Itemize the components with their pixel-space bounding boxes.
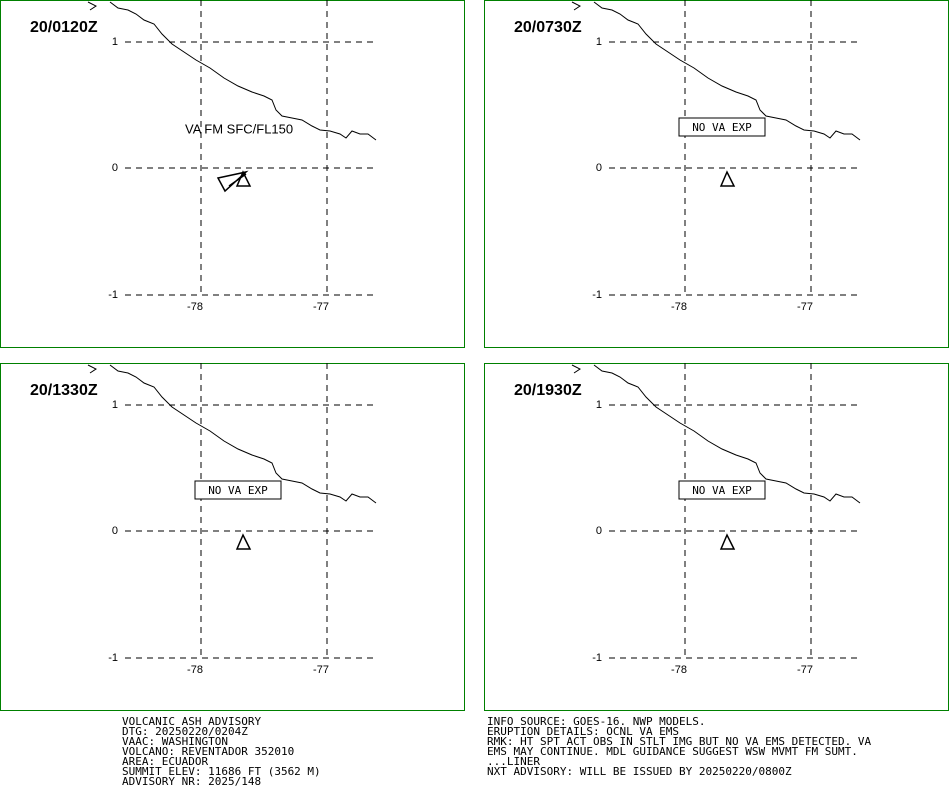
coast-tick [571,1,581,11]
coastline [109,1,377,141]
advisory-line: INFO SOURCE: GOES-16. NWP MODELS. [487,715,706,728]
coast-tick [87,1,97,11]
lon-label: -78 [187,301,203,313]
coastline [109,364,377,504]
lat-label: -1 [592,289,602,301]
lat-label: 0 [596,525,602,537]
advisory-line: DTG: 20250220/0204Z [122,725,248,738]
lat-label: 1 [112,399,118,411]
lat-label: 1 [596,399,602,411]
map-panel: 1 0 -1 -78 -77 20/0730Z NO VA EXP [484,0,949,348]
map-panel: 1 0 -1 -78 -77 20/1930Z NO VA EXP [484,363,949,711]
valid-time: 20/0730Z [514,19,582,36]
annotation-box [678,480,766,500]
advisory-line: SUMMIT ELEV: 11686 FT (3562 M) [122,765,321,778]
map-panel: 1 0 -1 -78 -77 20/1330Z NO VA EXP [0,363,465,711]
lat-label: -1 [108,652,118,664]
annotation: NO VA EXP [692,121,752,134]
coast-tick [87,364,97,374]
annotation-box [194,480,282,500]
annotation-box [678,117,766,137]
advisory-line: RMK: HT SPT ACT OBS IN STLT IMG BUT NO V… [487,735,871,748]
coastline [593,1,861,141]
lon-label: -78 [671,664,687,676]
advisory-line: ...LINER [487,755,540,768]
advisory-line: AREA: ECUADOR [122,755,208,768]
lat-label: -1 [592,652,602,664]
advisory-line: ERUPTION DETAILS: OCNL VA EMS [487,725,679,738]
annotation: NO VA EXP [208,484,268,497]
advisory-line: NXT ADVISORY: WILL BE ISSUED BY 20250220… [487,765,792,778]
panel-border [484,0,949,348]
coast-tick [571,364,581,374]
valid-time: 20/1330Z [30,382,98,399]
lon-label: -78 [187,664,203,676]
lon-label: -77 [313,664,329,676]
advisory-line: ADVISORY NR: 2025/148 [122,775,261,788]
lat-label: -1 [108,289,118,301]
lon-label: -77 [313,301,329,313]
advisory-line: VOLCANO: REVENTADOR 352010 [122,745,294,758]
valid-time: 20/0120Z [30,19,98,36]
lat-label: 1 [596,36,602,48]
lat-label: 0 [112,525,118,537]
lon-label: -77 [797,664,813,676]
lon-label: -78 [671,301,687,313]
annotation: NO VA EXP [692,484,752,497]
volcano [235,533,252,550]
annotation: VA FM SFC/FL150 [185,121,293,136]
advisory-line: VOLCANIC ASH ADVISORY [122,715,261,728]
lat-label: 0 [596,162,602,174]
advisory-line: EMS MAY CONTINUE. MDL GUIDANCE SUGGEST W… [487,745,858,758]
lat-label: 0 [112,162,118,174]
lat-label: 1 [112,36,118,48]
lon-label: -77 [797,301,813,313]
panel-border [0,0,465,348]
volcano [719,533,736,550]
panel-border [0,363,465,711]
advisory-line: VAAC: WASHINGTON [122,735,228,748]
volcano [719,170,736,187]
panel-border [484,363,949,711]
map-panel: 1 0 -1 -78 -77 20/0120Z VA FM SFC/FL150 [0,0,465,348]
valid-time: 20/1930Z [514,382,582,399]
ash-area [216,170,249,193]
coastline [593,364,861,504]
